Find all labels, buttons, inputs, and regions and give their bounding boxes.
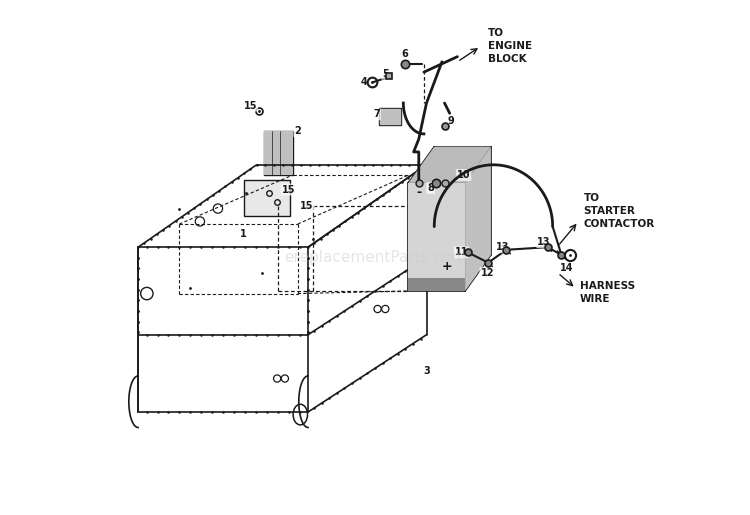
Polygon shape <box>409 183 465 291</box>
Polygon shape <box>264 131 292 175</box>
Text: TO: TO <box>488 28 504 39</box>
Text: 13: 13 <box>537 237 550 247</box>
Text: WIRE: WIRE <box>580 294 610 304</box>
Polygon shape <box>465 147 490 291</box>
FancyBboxPatch shape <box>432 179 450 194</box>
Text: 2: 2 <box>294 126 301 136</box>
Text: 9: 9 <box>448 116 454 126</box>
Text: 14: 14 <box>560 263 573 273</box>
Text: 6: 6 <box>401 49 408 59</box>
Polygon shape <box>380 109 400 124</box>
Text: 8: 8 <box>427 183 434 193</box>
Text: 15: 15 <box>244 100 257 111</box>
Text: 10: 10 <box>457 170 470 180</box>
Text: CONTACTOR: CONTACTOR <box>584 219 655 229</box>
Text: 5: 5 <box>382 68 388 79</box>
Text: ereplacementParts.com: ereplacementParts.com <box>284 250 466 265</box>
Text: 4: 4 <box>360 77 367 88</box>
Text: 1: 1 <box>240 229 247 239</box>
Text: +: + <box>442 261 452 273</box>
Text: 12: 12 <box>481 268 494 278</box>
Text: 15: 15 <box>300 201 313 211</box>
Text: 3: 3 <box>423 366 430 376</box>
FancyBboxPatch shape <box>379 108 400 125</box>
Text: BLOCK: BLOCK <box>488 54 527 64</box>
Polygon shape <box>409 147 491 183</box>
Polygon shape <box>409 278 465 291</box>
Text: -: - <box>416 186 422 199</box>
Text: TO: TO <box>584 193 599 203</box>
FancyBboxPatch shape <box>244 180 290 216</box>
FancyBboxPatch shape <box>264 131 292 175</box>
Text: ENGINE: ENGINE <box>488 41 532 52</box>
Text: 13: 13 <box>496 242 509 252</box>
Text: STARTER: STARTER <box>584 206 635 216</box>
Text: 7: 7 <box>374 109 380 119</box>
Text: 11: 11 <box>454 247 468 258</box>
Text: 15: 15 <box>282 184 296 195</box>
Text: HARNESS: HARNESS <box>580 281 635 291</box>
